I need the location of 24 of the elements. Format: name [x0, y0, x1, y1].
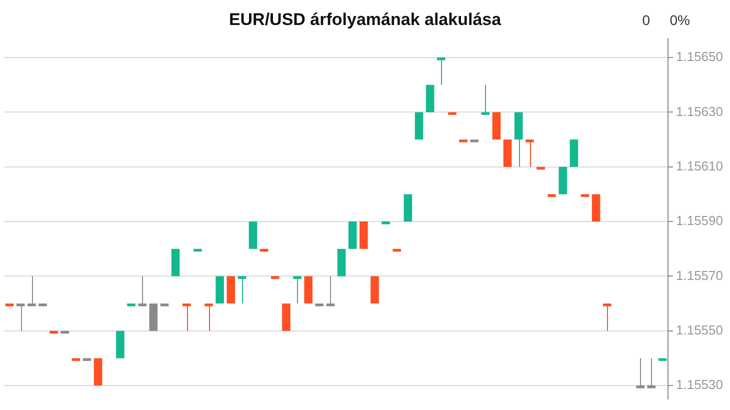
candlestick — [636, 358, 644, 389]
candlestick — [182, 303, 191, 332]
candlestick — [602, 303, 612, 332]
candlestick — [238, 276, 246, 304]
y-tick-label: 1.15650 — [676, 49, 724, 64]
candlestick — [28, 276, 36, 307]
y-tick-label: 1.15530 — [676, 377, 724, 392]
chart-title: EUR/USD árfolyamának alakulása — [228, 10, 502, 29]
candlestick — [481, 84, 490, 116]
candlestick — [436, 57, 446, 86]
text: 0 — [642, 12, 650, 28]
y-tick-label: 1.15590 — [676, 213, 724, 228]
candlestick — [16, 303, 25, 332]
text: 0% — [670, 12, 690, 28]
candlestick — [326, 276, 335, 307]
candlestick — [138, 276, 146, 307]
candlestick — [526, 139, 534, 168]
y-tick-label: 1.15550 — [676, 322, 724, 338]
y-tick-label: 1.15610 — [676, 158, 724, 174]
y-tick-label: 1.15630 — [676, 104, 724, 119]
candlestick — [647, 358, 656, 389]
y-tick-label: 1.15570 — [676, 268, 724, 283]
candlestick — [293, 276, 302, 304]
candlestick — [204, 303, 213, 332]
